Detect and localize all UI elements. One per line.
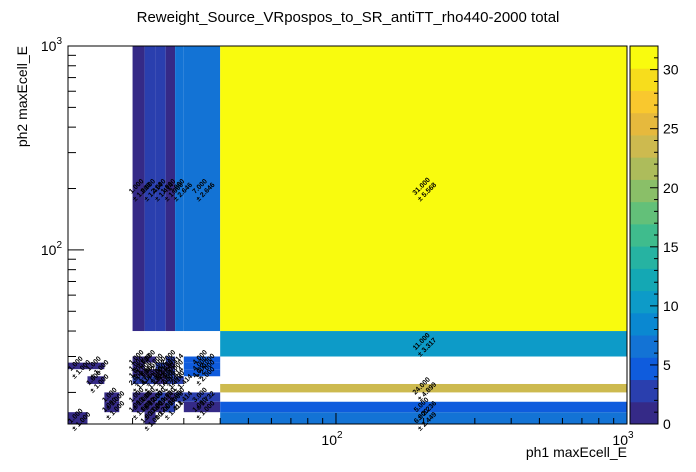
- palette-tick-label: 30: [663, 62, 679, 78]
- heatmap-cell: [144, 392, 156, 402]
- palette-swatch: [630, 223, 658, 247]
- heatmap-cell: [68, 412, 88, 424]
- heatmap-cell: [165, 401, 176, 413]
- heatmap-cell: [87, 376, 105, 384]
- heatmap-cell: [183, 392, 221, 402]
- heatmap-cell: [165, 369, 176, 377]
- palette-swatch: [630, 134, 658, 158]
- heatmap-cell: [155, 46, 166, 332]
- heatmap-cell: [165, 356, 176, 363]
- heatmap-cell: [144, 376, 156, 384]
- heatmap-cell: [104, 401, 120, 413]
- heatmap-cell: [220, 46, 628, 332]
- heatmap-cell: [144, 46, 156, 332]
- heatmap-cell: [175, 46, 184, 332]
- heatmap-cell: [165, 376, 176, 384]
- y-axis-title: ph2 maxEcell_E: [14, 46, 30, 147]
- heatmap-cell: [220, 401, 628, 413]
- color-palette: 0 5 10 15 20 25 30: [629, 45, 679, 432]
- heatmap-cell: [104, 392, 120, 402]
- heatmap-cell: [132, 46, 145, 332]
- palette-swatch: [630, 290, 658, 314]
- heatmap-cell: [144, 356, 156, 363]
- y-tick-label: 102: [41, 240, 63, 258]
- heatmap-cell: [132, 392, 145, 402]
- heatmap-cell: [132, 356, 145, 363]
- heatmap-cell: [132, 369, 145, 377]
- y-axis: 102 103: [41, 36, 84, 393]
- heatmap-cell: [87, 362, 105, 370]
- plot-frame: [67, 45, 628, 425]
- heatmap-cell: [144, 369, 156, 377]
- palette-tick-label: 10: [663, 298, 679, 314]
- heatmap-cell: [165, 362, 176, 370]
- palette-tick-label: 25: [663, 121, 679, 137]
- heatmap-cell: [132, 362, 145, 370]
- heatmap-cell: [155, 369, 166, 377]
- heatmap-cell: [183, 46, 221, 332]
- heatmap-cell: [144, 401, 156, 413]
- heatmap-cell: [144, 412, 156, 424]
- x-axis-title: ph1 maxEcell_E: [526, 444, 627, 460]
- palette-swatch: [630, 379, 658, 403]
- palette-swatch: [630, 179, 658, 203]
- heatmap-cell: [183, 356, 221, 363]
- palette-swatch: [630, 401, 658, 425]
- palette-tick-label: 5: [663, 357, 671, 373]
- x-axis: 102 103: [132, 413, 634, 448]
- cell-label: 1.000± 1.000: [67, 408, 92, 433]
- x-tick-label: 103: [612, 430, 634, 448]
- heatmap-cell: [165, 392, 176, 402]
- cell-labels: 1.000± 1.000 1.000± 1.000 6.000± 2.4491.00…: [67, 177, 438, 433]
- palette-tick-label: 0: [663, 416, 671, 432]
- heatmap-cell: [220, 383, 628, 393]
- palette-swatch: [630, 357, 658, 381]
- heatmap-cell: [132, 376, 145, 384]
- heatmap-cells: [68, 46, 628, 424]
- x-tick-label: 102: [321, 430, 343, 448]
- palette-swatch: [630, 157, 658, 180]
- heatmap-cell: [165, 46, 176, 332]
- palette-swatch: [630, 112, 658, 136]
- chart-title: Reweight_Source_VRpospos_to_SR_antiTT_rh…: [137, 9, 560, 26]
- palette-swatch: [630, 90, 658, 114]
- heatmap-cell: [183, 401, 221, 413]
- heatmap-cell: [68, 362, 88, 370]
- heatmap-cell: [175, 376, 184, 384]
- palette-swatch: [630, 335, 658, 358]
- palette-swatch: [630, 246, 658, 269]
- heatmap-cell: [183, 362, 221, 370]
- palette-tick-label: 15: [663, 239, 679, 255]
- heatmap-cell: [132, 401, 145, 413]
- heatmap-cell: [183, 369, 221, 377]
- palette-swatch: [630, 201, 658, 225]
- palette-swatch: [630, 68, 658, 91]
- heatmap-cell: [155, 401, 166, 413]
- heatmap-cell: [220, 331, 628, 357]
- heatmap-cell: [155, 362, 166, 370]
- palette-swatch: [630, 46, 658, 69]
- heatmap-cell: [175, 392, 184, 402]
- palette-tick-label: 20: [663, 180, 679, 196]
- heatmap-cell: [155, 376, 166, 384]
- y-tick-label: 103: [41, 36, 63, 54]
- palette-swatch: [630, 268, 658, 292]
- heatmap-cell: [155, 392, 166, 402]
- cell-label: 24.000± 4.899: [412, 376, 438, 402]
- palette-swatch: [630, 312, 658, 336]
